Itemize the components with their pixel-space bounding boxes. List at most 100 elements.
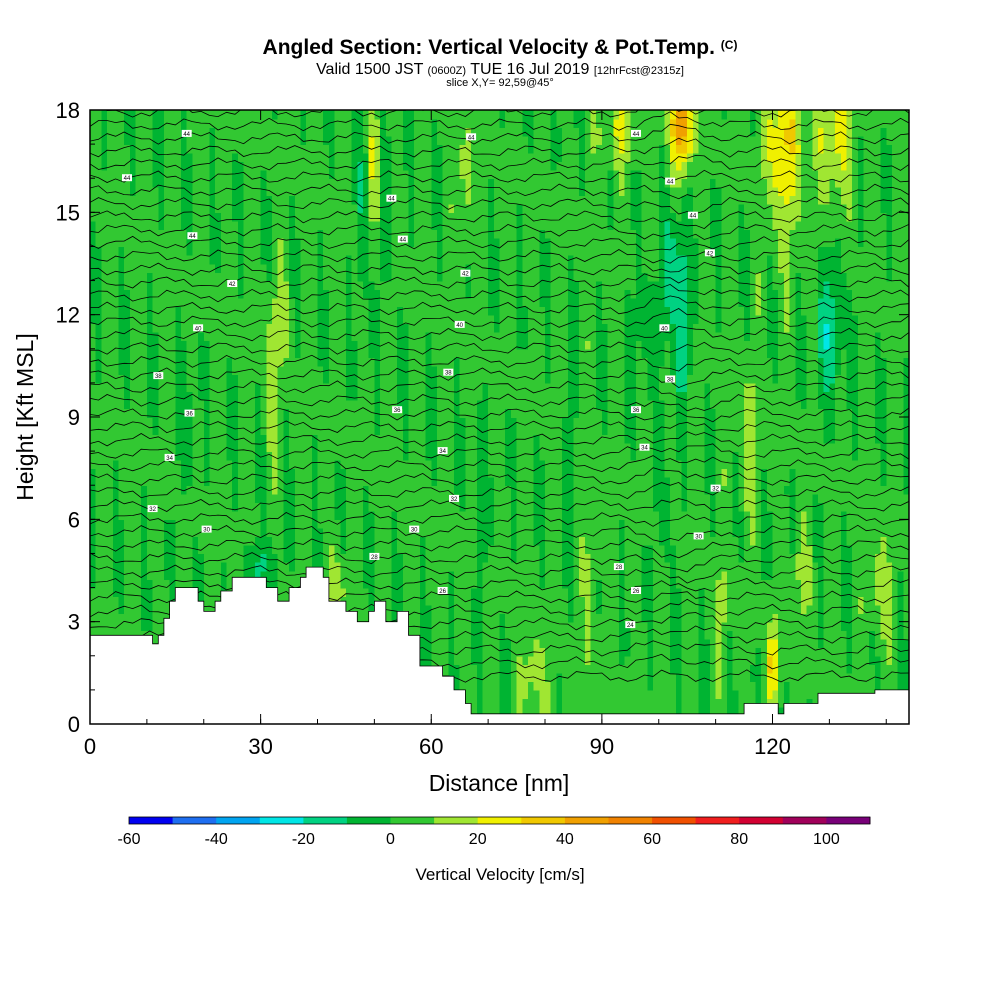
field-cell xyxy=(186,391,194,401)
field-cell xyxy=(175,579,182,589)
field-cell xyxy=(448,442,455,452)
chart-title: Angled Section: Vertical Velocity & Pot.… xyxy=(0,36,1000,60)
field-cell xyxy=(459,382,467,393)
field-cell xyxy=(465,212,472,222)
field-cell xyxy=(391,553,398,563)
field-cell xyxy=(357,161,364,171)
field-cell xyxy=(107,357,114,367)
field-cell xyxy=(163,220,171,231)
field-cell xyxy=(163,289,171,299)
field-cell xyxy=(203,297,211,307)
field-cell xyxy=(277,203,285,214)
field-cell xyxy=(209,544,216,555)
field-cell xyxy=(260,229,268,239)
field-cell xyxy=(448,323,455,333)
field-cell xyxy=(402,161,410,171)
field-cell xyxy=(203,570,211,580)
field-cell xyxy=(107,272,114,282)
field-cell xyxy=(351,485,359,495)
field-cell xyxy=(334,502,342,512)
field-cell xyxy=(254,570,262,580)
field-cell xyxy=(135,331,142,341)
field-cell xyxy=(203,365,211,376)
field-cell xyxy=(181,365,188,376)
field-cell xyxy=(471,689,478,700)
field-cell xyxy=(243,382,251,393)
field-cell xyxy=(357,459,364,469)
field-cell xyxy=(419,553,427,563)
field-cell xyxy=(226,263,233,273)
field-cell xyxy=(289,357,296,367)
field-cell xyxy=(237,442,245,452)
field-cell xyxy=(101,604,108,614)
field-cell xyxy=(380,118,387,128)
field-cell xyxy=(152,604,160,614)
field-cell xyxy=(294,203,302,214)
field-cell xyxy=(317,382,324,393)
field-cell xyxy=(181,272,188,282)
field-cell xyxy=(254,493,262,504)
field-cell xyxy=(402,272,410,282)
field-cell xyxy=(459,587,467,597)
field-cell xyxy=(306,562,313,572)
field-cell xyxy=(129,527,137,538)
field-cell xyxy=(334,323,342,333)
field-cell xyxy=(118,127,125,137)
field-cell xyxy=(226,493,233,504)
field-cell xyxy=(317,357,324,367)
field-cell xyxy=(141,340,148,350)
field-cell xyxy=(181,434,188,444)
field-cell xyxy=(192,493,199,504)
field-cell xyxy=(476,510,484,521)
field-cell xyxy=(465,519,472,529)
field-cell xyxy=(419,570,427,580)
field-cell xyxy=(391,374,398,384)
field-cell xyxy=(414,604,421,614)
field-cell xyxy=(397,152,404,162)
field-cell xyxy=(368,246,376,256)
field-cell xyxy=(425,314,433,324)
field-cell xyxy=(124,613,131,623)
field-cell xyxy=(181,220,188,231)
field-cell xyxy=(482,570,489,580)
field-cell xyxy=(442,246,450,256)
field-cell xyxy=(294,297,302,307)
field-cell xyxy=(90,272,97,282)
field-cell xyxy=(328,587,336,597)
field-cell xyxy=(203,587,211,597)
field-cell xyxy=(277,596,285,606)
field-cell xyxy=(112,468,120,478)
field-cell xyxy=(425,399,433,410)
field-cell xyxy=(203,485,211,495)
field-cell xyxy=(414,502,421,512)
field-cell xyxy=(181,212,188,222)
field-cell xyxy=(345,434,353,444)
field-cell xyxy=(391,425,398,435)
field-cell xyxy=(380,442,387,452)
field-cell xyxy=(90,144,97,154)
field-cell xyxy=(436,118,444,128)
field-cell xyxy=(90,323,97,333)
field-cell xyxy=(90,178,97,188)
field-cell xyxy=(90,630,97,640)
field-cell xyxy=(118,570,125,580)
field-cell xyxy=(141,459,148,469)
valid-date: TUE 16 Jul 2019 xyxy=(470,61,590,78)
field-cell xyxy=(232,203,239,214)
field-cell xyxy=(181,152,188,162)
field-cell xyxy=(112,613,120,623)
field-cell xyxy=(436,417,444,427)
field-cell xyxy=(146,323,154,333)
field-cell xyxy=(294,161,302,171)
field-cell xyxy=(118,348,125,359)
field-cell xyxy=(203,348,211,359)
field-cell xyxy=(419,280,427,290)
field-cell xyxy=(152,195,160,205)
field-cell xyxy=(254,212,262,222)
field-cell xyxy=(391,161,398,171)
field-cell xyxy=(260,169,268,179)
field-cell xyxy=(380,331,387,341)
field-cell xyxy=(306,212,313,222)
field-cell xyxy=(357,152,364,162)
field-cell xyxy=(385,331,393,341)
